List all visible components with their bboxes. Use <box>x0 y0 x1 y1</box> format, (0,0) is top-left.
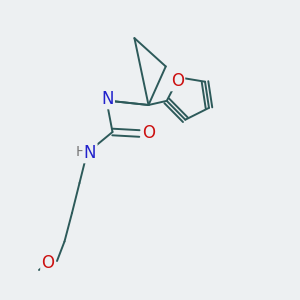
Text: H: H <box>75 145 85 159</box>
Text: O: O <box>171 72 184 90</box>
Text: O: O <box>41 254 55 272</box>
Text: N: N <box>84 144 96 162</box>
Text: O: O <box>142 124 155 142</box>
Text: N: N <box>101 90 114 108</box>
